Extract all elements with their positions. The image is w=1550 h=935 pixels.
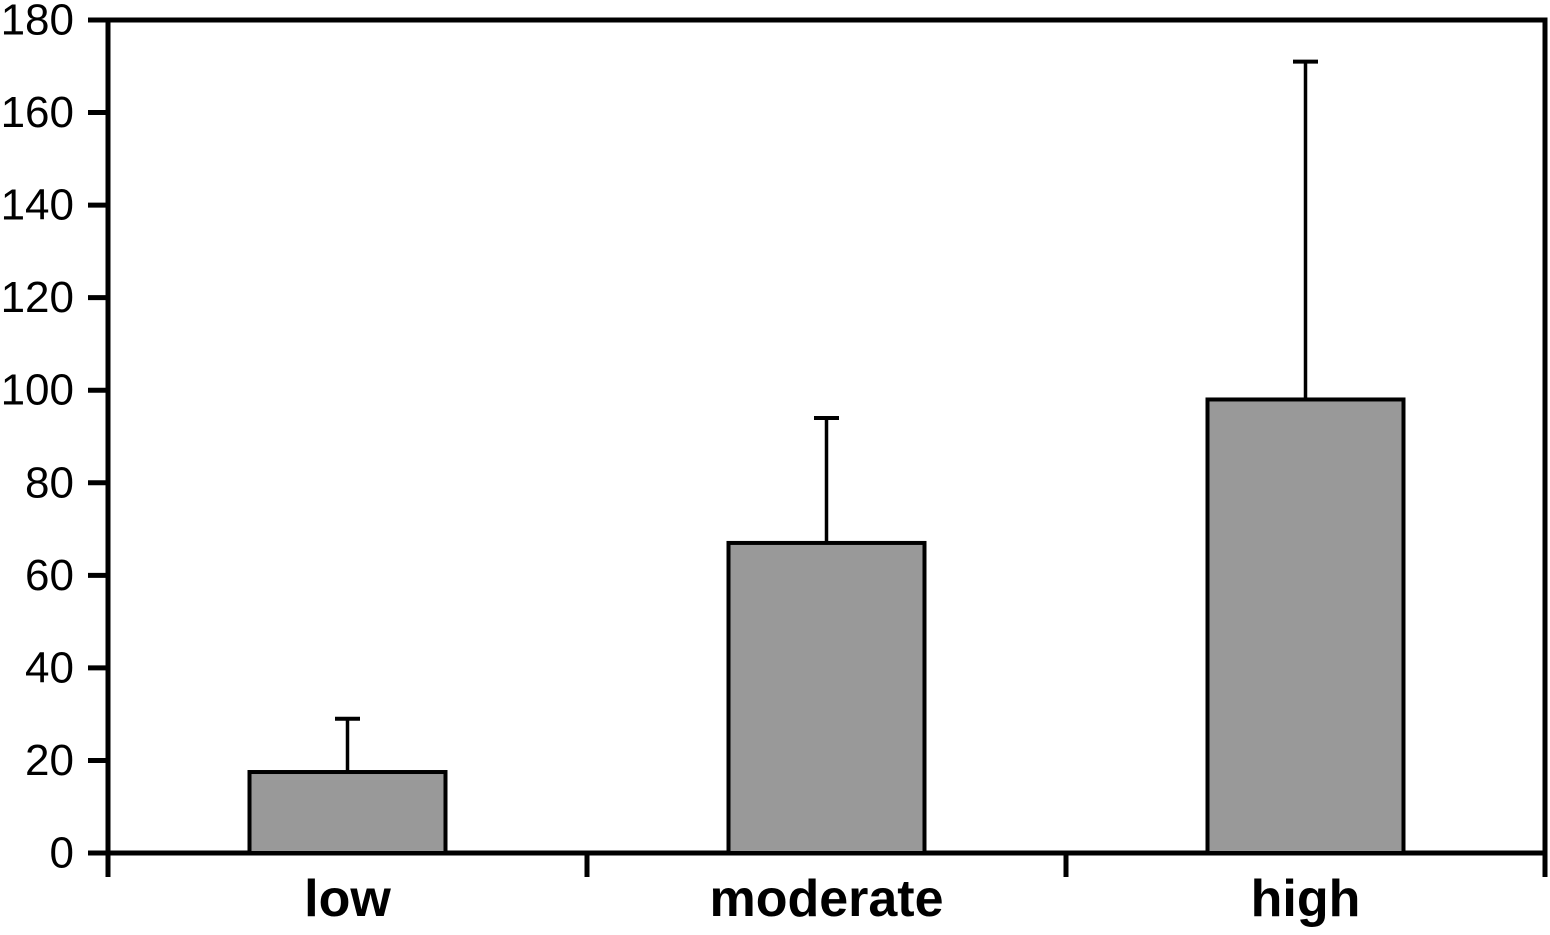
- y-tick-label: 60: [25, 551, 74, 600]
- x-label-moderate: moderate: [709, 870, 943, 928]
- x-label-low: low: [304, 870, 391, 928]
- y-tick-label: 180: [1, 0, 74, 45]
- y-tick-label: 80: [25, 458, 74, 507]
- y-tick-label: 0: [50, 829, 74, 878]
- y-tick-label: 160: [1, 88, 74, 137]
- bar-low: [247, 770, 448, 856]
- y-tick-label: 40: [25, 643, 74, 692]
- x-label-high: high: [1251, 870, 1361, 928]
- bar-moderate: [726, 540, 927, 855]
- bar-high: [1205, 397, 1406, 855]
- y-tick-label: 120: [1, 273, 74, 322]
- y-tick-label: 140: [1, 181, 74, 230]
- y-tick-label: 100: [1, 366, 74, 415]
- y-tick-label: 20: [25, 736, 74, 785]
